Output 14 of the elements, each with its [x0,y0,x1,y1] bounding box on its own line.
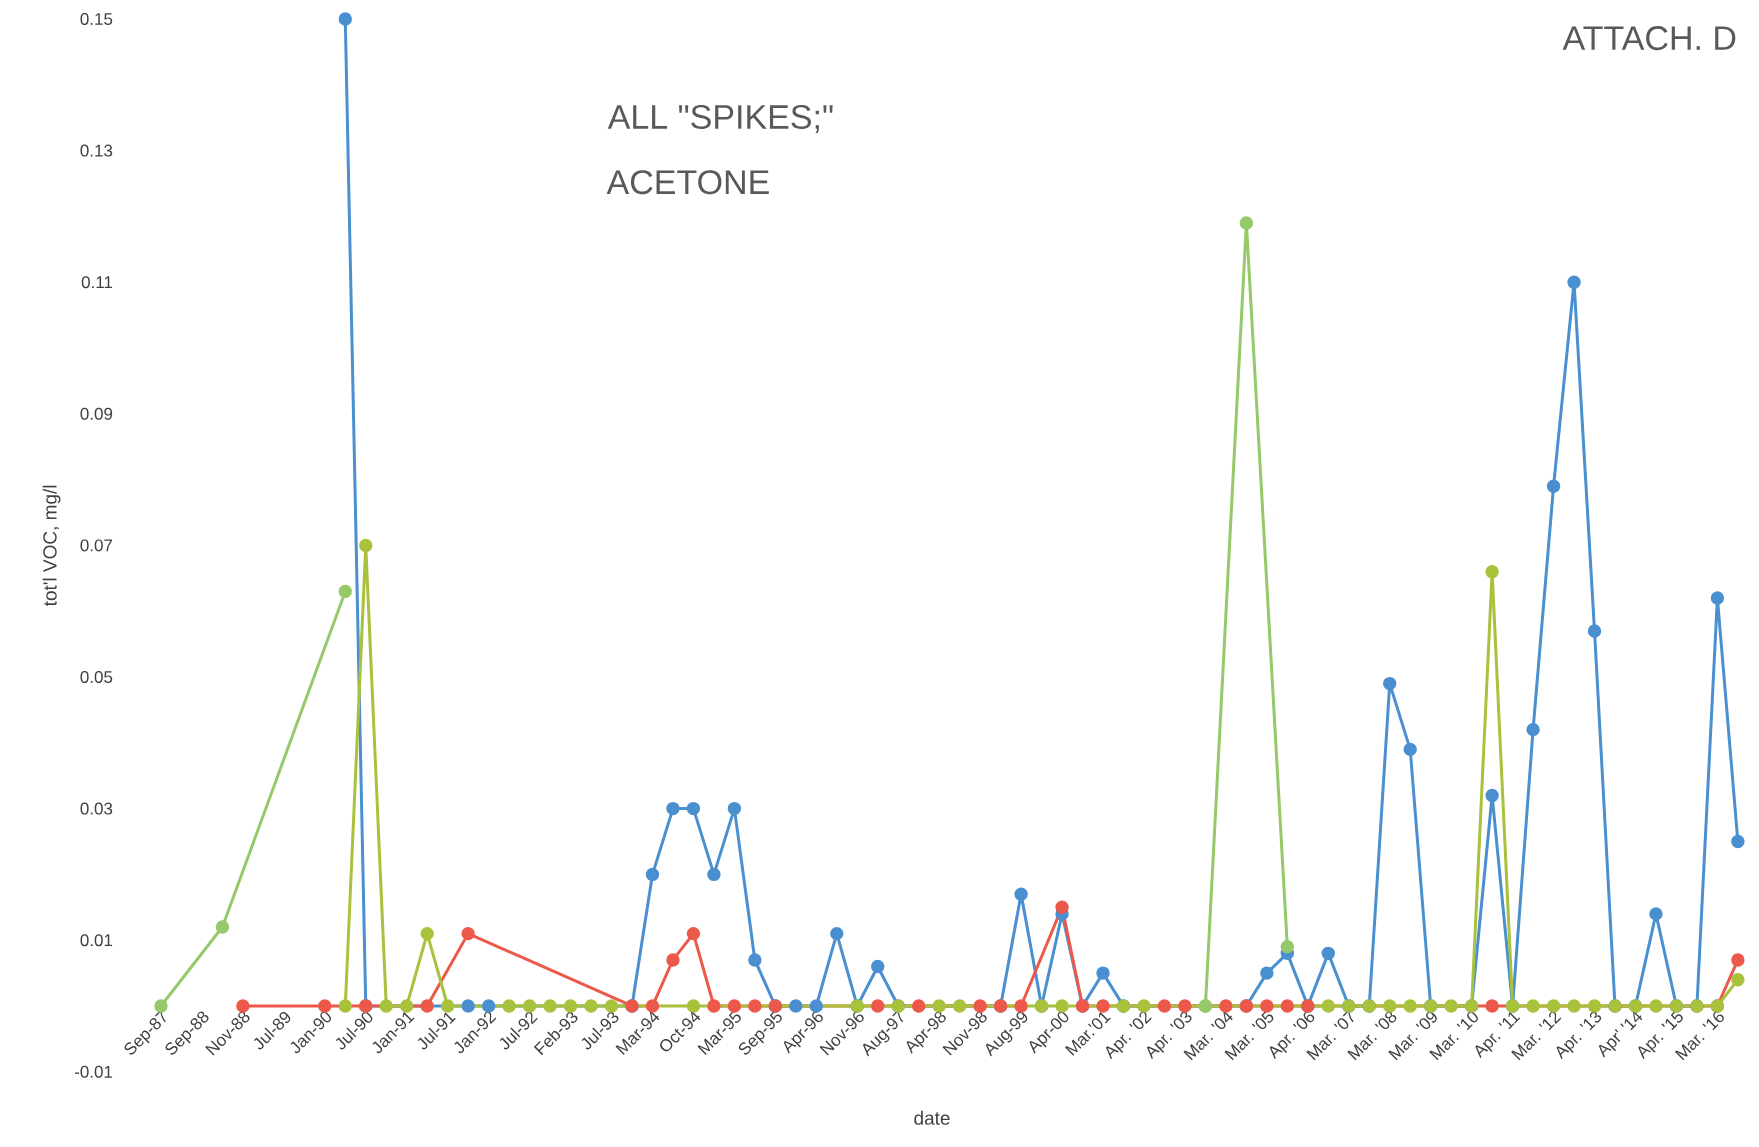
y-axis-title: tot'l VOC, mg/l [42,485,61,607]
y-tick-label: 0.11 [81,276,113,289]
y-tick-label: -0.01 [74,1065,113,1078]
annotation: ACETONE [606,170,769,195]
y-tick-label: 0.01 [80,934,113,947]
annotation: ATTACH. D [1562,26,1736,51]
y-tick-label: 0.15 [80,12,113,25]
y-tick-label: 0.13 [80,144,113,157]
annotation: ALL "SPIKES;" [607,104,833,134]
y-tick-label: 0.03 [80,802,113,815]
x-axis-title: date [914,1110,950,1125]
y-tick-label: 0.09 [80,407,113,420]
y-tick-label: 0.07 [80,539,113,552]
y-tick-label: 0.05 [80,670,113,683]
